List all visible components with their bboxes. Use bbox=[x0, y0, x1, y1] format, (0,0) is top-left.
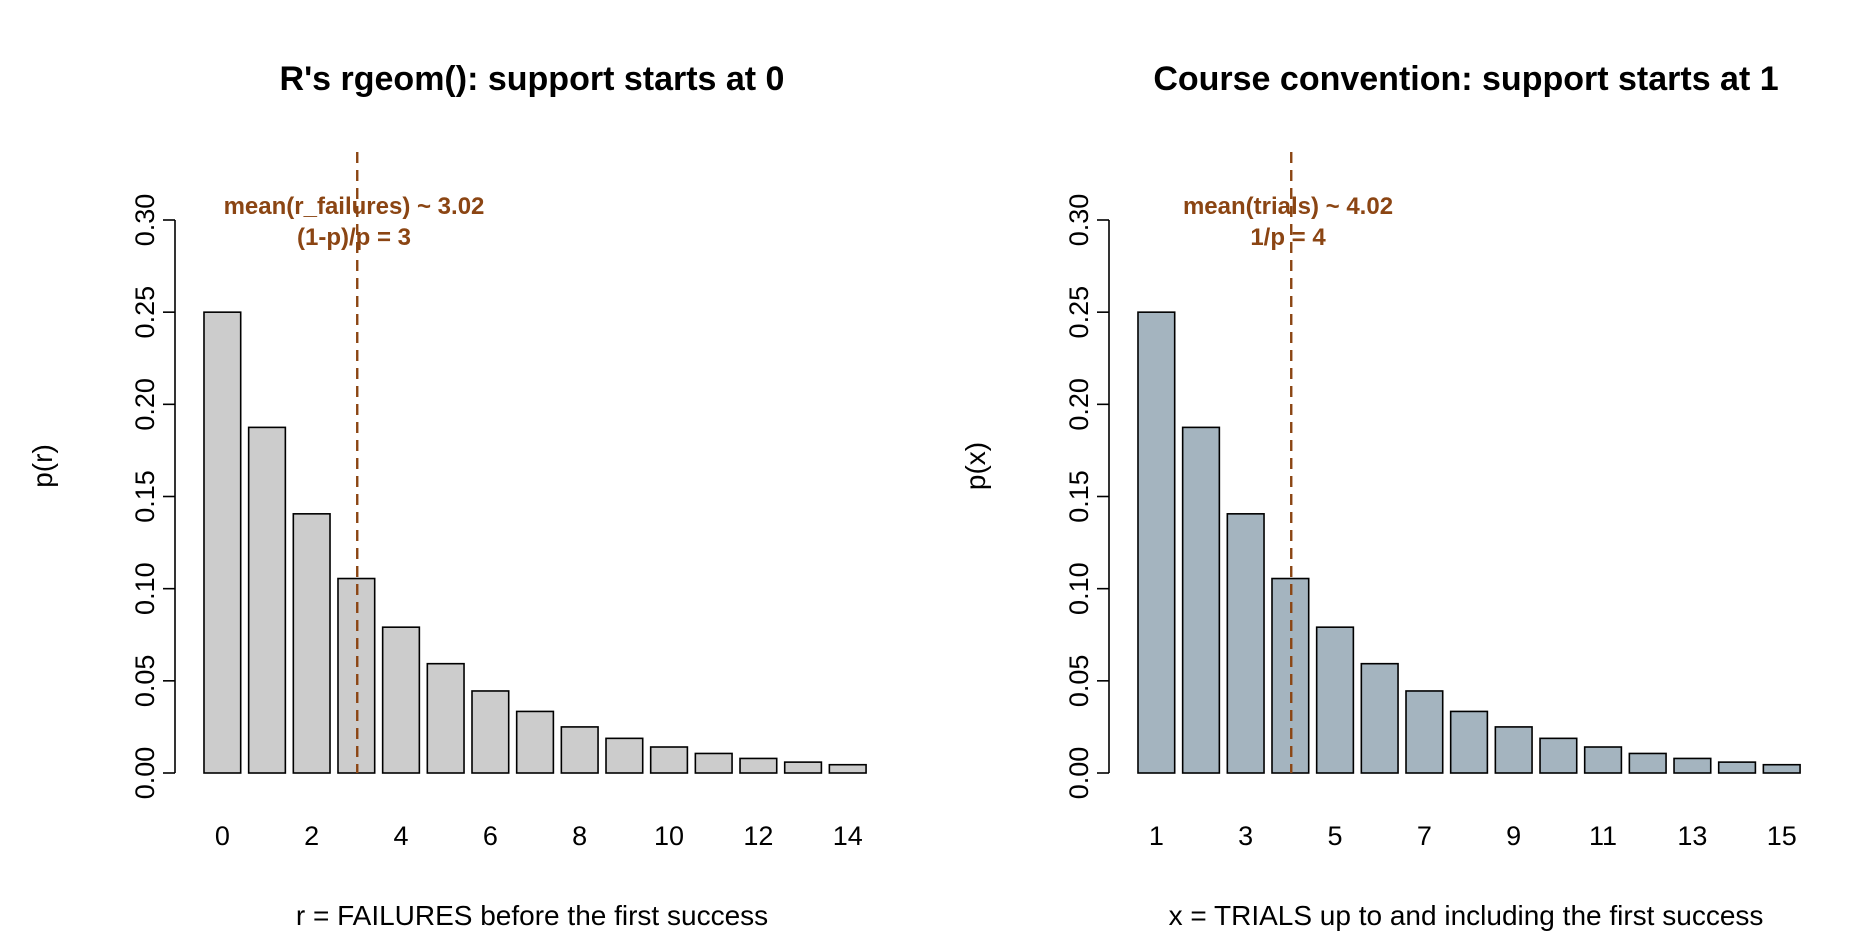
x-tick-label: 8 bbox=[572, 821, 587, 851]
bar-10 bbox=[1539, 737, 1578, 774]
y-tick-label: 0.15 bbox=[1064, 470, 1094, 523]
bar-11 bbox=[1583, 746, 1623, 774]
x-tick-label: 2 bbox=[304, 821, 319, 851]
y-tick-label: 0.05 bbox=[1064, 655, 1094, 708]
x-tick-label: 12 bbox=[743, 821, 773, 851]
x-tick-label: 14 bbox=[833, 821, 863, 851]
bar-12 bbox=[1628, 752, 1667, 774]
annotation-mean: mean(r_failures) ~ 3.02 bbox=[224, 193, 485, 220]
bar-6 bbox=[471, 690, 510, 774]
y-tick-label: 0.15 bbox=[130, 470, 160, 523]
bar-2 bbox=[1181, 426, 1221, 774]
bar-6 bbox=[1360, 662, 1399, 774]
y-tick-label: 0.25 bbox=[130, 286, 160, 339]
bars bbox=[1137, 311, 1801, 774]
y-axis-title: p(x) bbox=[960, 442, 991, 490]
y-tick-label: 0.00 bbox=[130, 747, 160, 800]
bar-1 bbox=[1137, 311, 1176, 774]
x-tick-label: 5 bbox=[1327, 821, 1342, 851]
bar-13 bbox=[783, 761, 823, 774]
x-axis: 0 2 4 6 8 10 12 14 bbox=[215, 821, 863, 851]
x-tick-label: 10 bbox=[654, 821, 684, 851]
bar-9 bbox=[1494, 726, 1533, 774]
bar-11 bbox=[694, 752, 733, 774]
left-panel: R's rgeom(): support starts at 0 r = FAI… bbox=[27, 60, 867, 931]
x-axis: 1 3 5 7 9 11 13 15 bbox=[1149, 821, 1797, 851]
x-axis-title: r = FAILURES before the first success bbox=[296, 900, 768, 931]
x-axis-title: x = TRIALS up to and including the first… bbox=[1169, 900, 1764, 931]
bar-15 bbox=[1762, 763, 1801, 774]
annotation-mean: mean(trials) ~ 4.02 bbox=[1183, 193, 1393, 220]
bar-14 bbox=[1717, 761, 1757, 774]
y-tick-label: 0.05 bbox=[130, 655, 160, 708]
y-tick-label: 0.30 bbox=[130, 194, 160, 247]
bar-10 bbox=[649, 746, 689, 774]
bar-2 bbox=[292, 513, 331, 774]
bar-9 bbox=[605, 737, 644, 774]
chart-title: R's rgeom(): support starts at 0 bbox=[280, 60, 785, 98]
bars bbox=[203, 311, 867, 774]
bar-3 bbox=[1226, 513, 1265, 774]
y-tick-label: 0.30 bbox=[1064, 194, 1094, 247]
bar-7 bbox=[515, 710, 555, 774]
y-axis-title: p(r) bbox=[27, 444, 58, 488]
bar-12 bbox=[739, 757, 778, 774]
annotation-expected: (1-p)/p = 3 bbox=[297, 224, 411, 251]
bar-4 bbox=[381, 626, 421, 774]
chart-title: Course convention: support starts at 1 bbox=[1153, 60, 1778, 98]
bar-1 bbox=[247, 426, 287, 774]
bar-14 bbox=[828, 763, 867, 774]
y-tick-label: 0.00 bbox=[1064, 747, 1094, 800]
x-tick-label: 15 bbox=[1767, 821, 1797, 851]
x-tick-label: 9 bbox=[1506, 821, 1521, 851]
bar-8 bbox=[1449, 710, 1489, 774]
annotation-expected: 1/p = 4 bbox=[1250, 224, 1326, 251]
y-axis: 0.00 0.05 0.10 0.15 0.20 0.25 0.30 bbox=[130, 194, 176, 800]
x-tick-label: 1 bbox=[1149, 821, 1164, 851]
y-axis: 0.00 0.05 0.10 0.15 0.20 0.25 0.30 bbox=[1064, 194, 1110, 800]
y-tick-label: 0.10 bbox=[1064, 562, 1094, 615]
x-tick-label: 3 bbox=[1238, 821, 1253, 851]
bar-7 bbox=[1405, 690, 1444, 774]
y-tick-label: 0.20 bbox=[130, 378, 160, 431]
y-tick-label: 0.20 bbox=[1064, 378, 1094, 431]
y-tick-label: 0.10 bbox=[130, 562, 160, 615]
x-tick-label: 13 bbox=[1677, 821, 1707, 851]
bar-5 bbox=[1315, 626, 1355, 774]
bar-8 bbox=[560, 726, 599, 774]
bar-13 bbox=[1673, 757, 1712, 774]
bar-5 bbox=[426, 662, 465, 774]
x-tick-label: 0 bbox=[215, 821, 230, 851]
right-panel: Course convention: support starts at 1 x… bbox=[960, 60, 1801, 931]
y-tick-label: 0.25 bbox=[1064, 286, 1094, 339]
x-tick-label: 11 bbox=[1589, 821, 1617, 851]
x-tick-label: 6 bbox=[483, 821, 498, 851]
bar-0 bbox=[203, 311, 242, 774]
x-tick-label: 4 bbox=[393, 821, 408, 851]
x-tick-label: 7 bbox=[1417, 821, 1432, 851]
